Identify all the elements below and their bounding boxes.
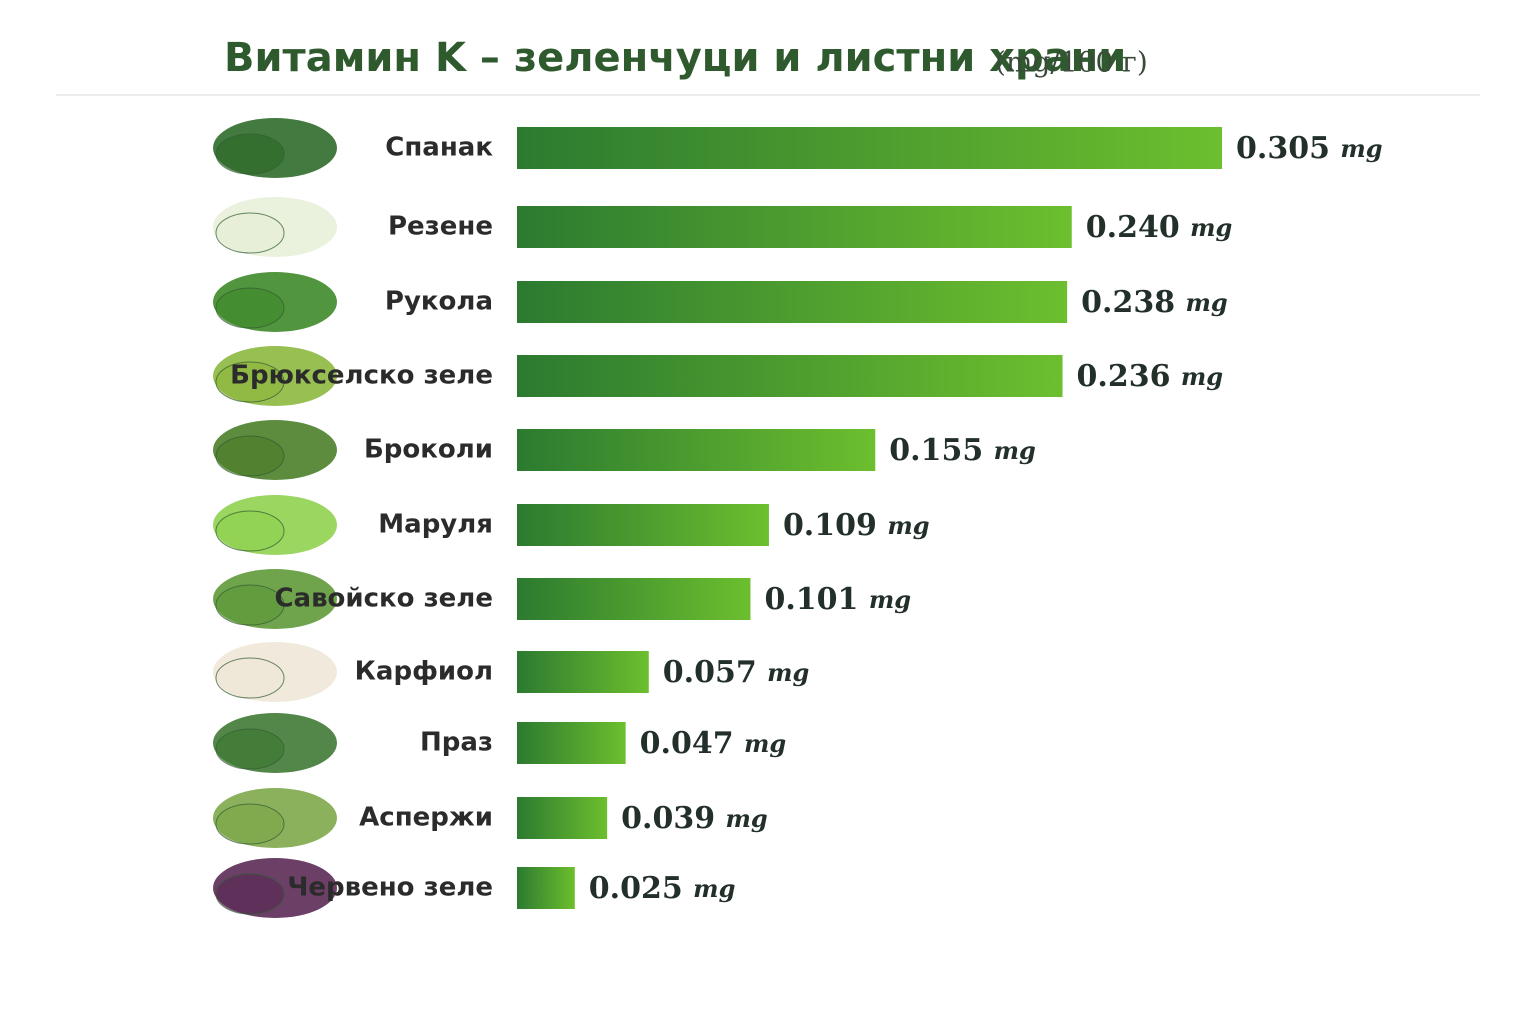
bar [517,797,608,839]
chart-subtitle: (mg/100 г) [995,46,1148,79]
value-label: 0.238 mg [1081,285,1228,320]
category-label: Спанак [385,133,493,163]
category-label: Савойско зеле [274,584,493,614]
vegetable-icon [215,435,285,477]
value-label: 0.109 mg [783,508,930,543]
category-label: Аспержи [359,803,493,833]
category-label: Маруля [378,510,493,540]
category-label: Резене [388,212,493,242]
value-label: 0.101 mg [764,582,911,617]
bar [517,504,769,546]
bar [517,127,1222,169]
value-label: 0.155 mg [889,433,1036,468]
category-label: Червено зеле [287,873,493,903]
bar [517,355,1063,397]
bar [517,578,751,620]
vegetable-icon [215,212,285,254]
bar [517,722,626,764]
vegetable-icon [215,361,285,403]
chart-title: Витамин K – зеленчуци и листни храни [224,35,1126,81]
category-label: Рукола [385,287,493,317]
category-label: Праз [420,728,493,758]
bar [517,281,1068,323]
bar [517,206,1072,248]
vegetable-icon [215,584,285,626]
bar [517,651,649,693]
value-label: 0.039 mg [621,801,768,836]
vegetable-icon [215,510,285,552]
vegetable-icon [215,287,285,329]
vegetable-icon [215,728,285,770]
bar [517,867,575,909]
vegetable-icon [215,133,285,175]
category-label: Броколи [364,435,493,465]
value-label: 0.057 mg [663,655,810,690]
category-label: Брюкселско зеле [230,361,493,391]
value-label: 0.236 mg [1077,359,1224,394]
value-label: 0.305 mg [1236,131,1383,166]
value-label: 0.025 mg [589,871,736,906]
vegetable-icon [215,873,285,915]
value-label: 0.047 mg [640,726,787,761]
vegetable-icon [215,657,285,699]
vegetable-icon [215,803,285,845]
value-label: 0.240 mg [1086,210,1233,245]
bar [517,429,876,471]
category-label: Карфиол [355,657,493,687]
